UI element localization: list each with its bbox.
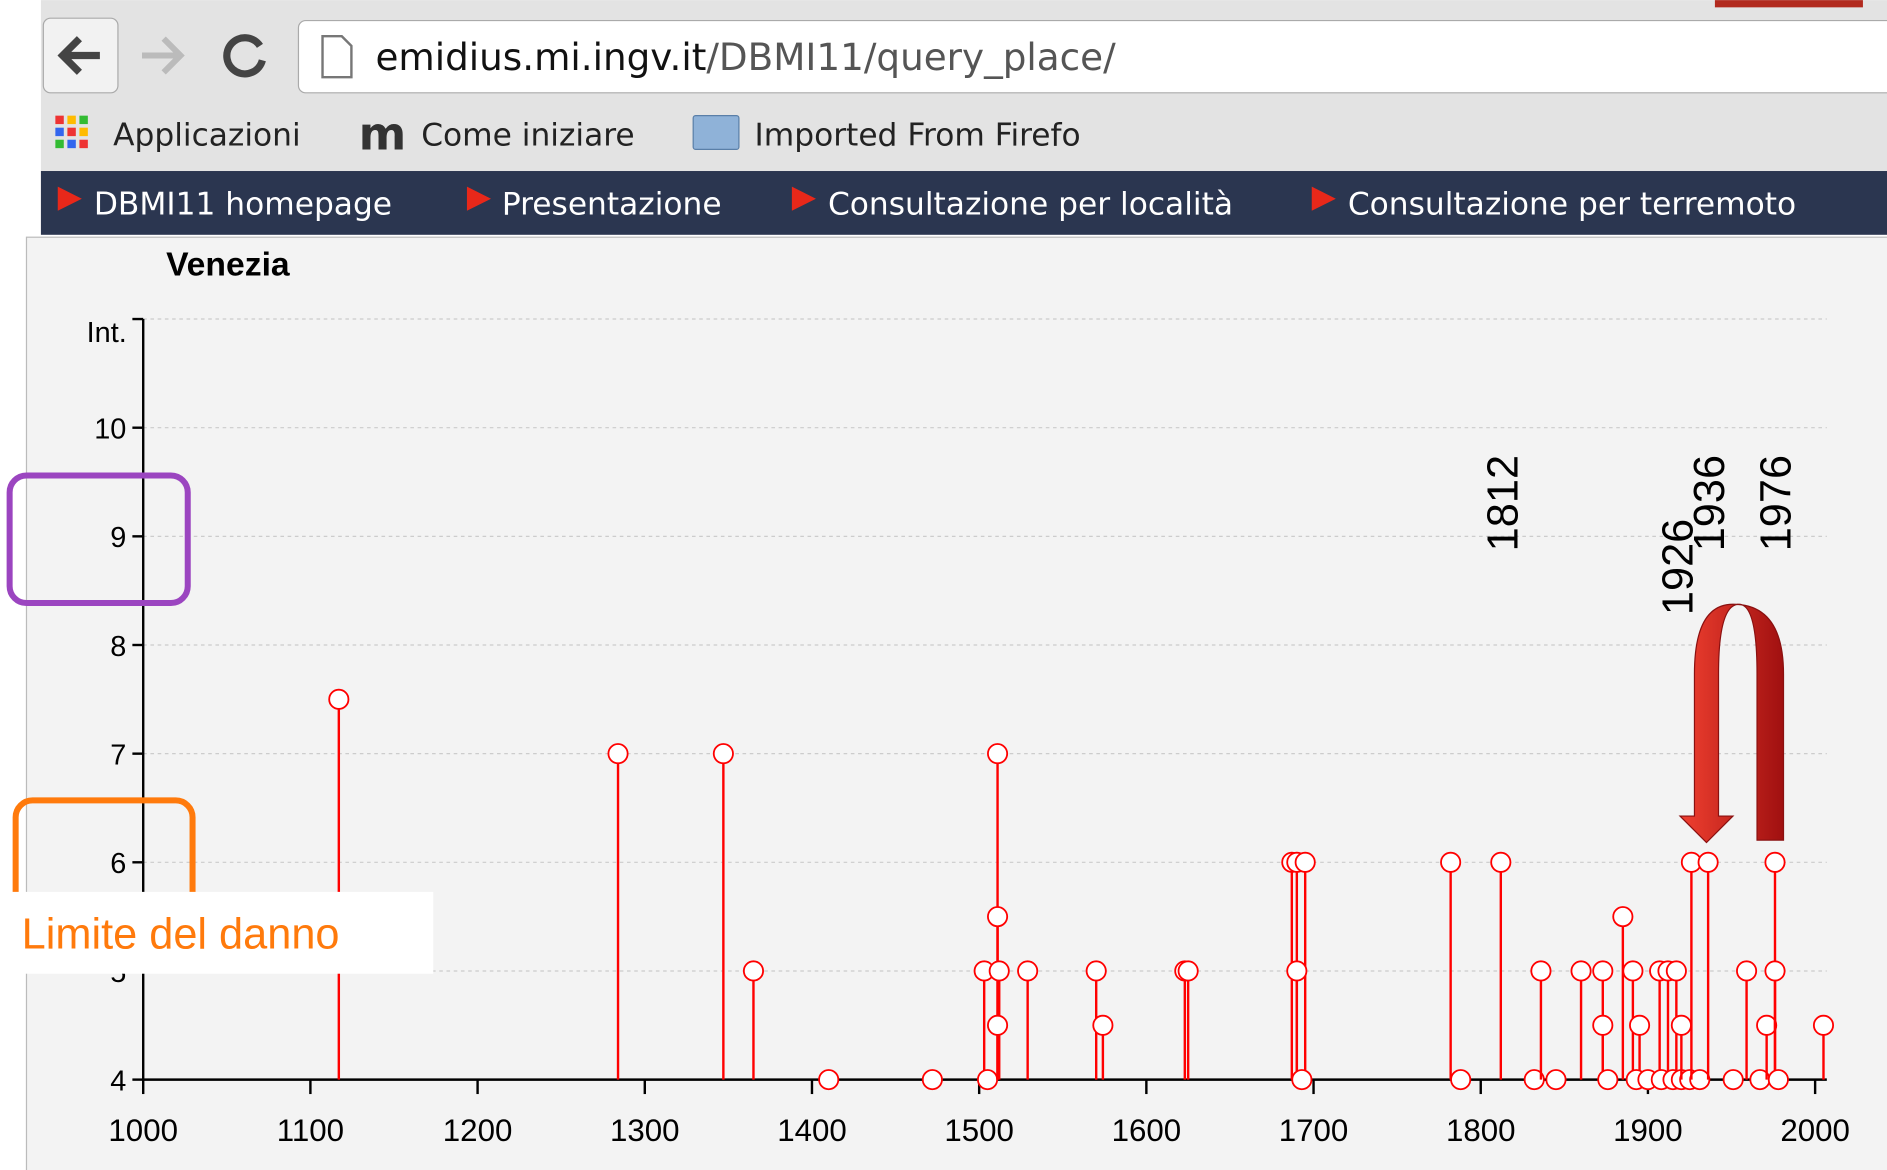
y-tick-label: 9 [110,522,126,554]
x-tick-label: 1300 [610,1113,680,1148]
point [1491,853,1510,872]
point [1765,853,1784,872]
tab-accent [1715,0,1863,7]
point [1690,1070,1709,1089]
point [1765,961,1784,980]
point [1630,1016,1649,1035]
point [1287,961,1306,980]
x-tick-label: 1000 [108,1113,178,1148]
point [1451,1070,1470,1089]
point [1531,961,1550,980]
point [1737,961,1756,980]
point [1724,1070,1743,1089]
url: emidius.mi.ingv.it/DBMI11/query_place/ [375,35,1116,79]
point [1296,853,1315,872]
x-tick-label: 1200 [443,1113,513,1148]
nav-item[interactable]: Consultazione per terremoto [1348,186,1796,222]
bookmark[interactable]: Imported From Firefo [755,118,1081,154]
point [1598,1070,1617,1089]
nav-item[interactable]: Presentazione [502,186,722,222]
point [923,1070,942,1089]
y-tick-label: 4 [110,1065,126,1097]
point [714,744,733,763]
nav-item[interactable]: DBMI11 homepage [94,186,392,222]
point [978,1070,997,1089]
point [819,1070,838,1089]
bookmark-icon: m [359,107,407,160]
point [1292,1070,1311,1089]
annotation: 1812 [1480,455,1528,551]
screenshot: emidius.mi.ingv.it/DBMI11/query_place/ A… [0,0,1887,1170]
x-tick-label: 1800 [1446,1113,1516,1148]
bookmark[interactable]: Come iniziare [421,118,634,154]
point [1769,1070,1788,1089]
point [1593,1016,1612,1035]
chart-title: Venezia [166,247,290,284]
url-host: emidius.mi.ingv.it [375,35,706,79]
apps-icon [55,116,87,148]
page: {"browser": {"url_host": "emidius.mi.ing… [0,0,1887,1170]
point [744,961,763,980]
point [1441,853,1460,872]
point [1757,1016,1776,1035]
overlay-label: Limite del danno [22,910,340,958]
folder-icon [693,116,739,150]
point [1093,1016,1112,1035]
x-tick-label: 1700 [1279,1113,1349,1148]
y-tick-label: 7 [110,739,126,771]
x-tick-label: 1400 [777,1113,847,1148]
nav-item[interactable]: Consultazione per località [828,186,1233,222]
point [329,690,348,709]
point [1546,1070,1565,1089]
point [1179,961,1198,980]
x-tick-label: 1600 [1112,1113,1182,1148]
x-tick-label: 1100 [277,1113,344,1148]
point [1667,961,1686,980]
point [608,744,627,763]
page-icon [323,36,352,77]
x-tick-label: 1900 [1613,1113,1683,1148]
point [988,744,1007,763]
point [988,907,1007,926]
point [1018,961,1037,980]
x-tick-label: 2000 [1780,1113,1850,1148]
x-tick-label: 1500 [944,1113,1014,1148]
point [1087,961,1106,980]
chart: Venezia Int. 456789101000110012001300140… [26,237,1887,1170]
annotation: 1936 [1686,455,1734,551]
point [1698,853,1717,872]
point [1571,961,1590,980]
y-axis-label: Int. [87,317,127,349]
point [1814,1016,1833,1035]
point [1623,961,1642,980]
point [1593,961,1612,980]
annotation: 1976 [1753,455,1801,551]
y-tick-label: 8 [110,631,126,663]
point [988,1016,1007,1035]
point [990,961,1009,980]
y-tick-label: 10 [94,414,126,446]
y-tick-label: 6 [110,848,126,880]
url-path: /DBMI11/query_place/ [706,35,1116,79]
bookmark[interactable]: Applicazioni [113,118,301,154]
browser-chrome: emidius.mi.ingv.it/DBMI11/query_place/ A… [41,0,1887,235]
point [1613,907,1632,926]
point [1672,1016,1691,1035]
